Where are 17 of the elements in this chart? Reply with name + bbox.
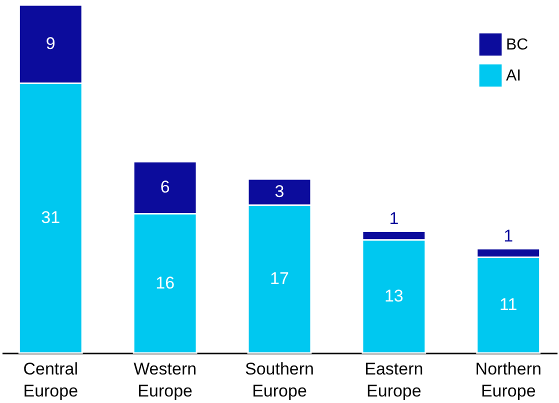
data-label: 13 [384, 286, 404, 306]
x-tick-label: Northern Europe [475, 360, 542, 400]
data-label: 6 [160, 178, 170, 197]
data-label: 17 [270, 269, 289, 288]
legend-label: BC [506, 36, 528, 54]
data-label: 16 [156, 273, 175, 292]
data-label: 1 [504, 226, 514, 246]
x-tick-label: Eastern Europe [364, 360, 424, 400]
x-tick-label: Western Europe [134, 360, 197, 400]
data-label: 31 [41, 208, 60, 228]
x-tick-label: Central Europe [23, 360, 78, 400]
x-tick-label: Southern Europe [245, 360, 314, 400]
data-label: 11 [500, 295, 518, 314]
data-label: 1 [389, 209, 399, 228]
data-label: 3 [274, 182, 284, 202]
data-label: 9 [46, 34, 56, 54]
legend-label: AI [506, 68, 522, 84]
